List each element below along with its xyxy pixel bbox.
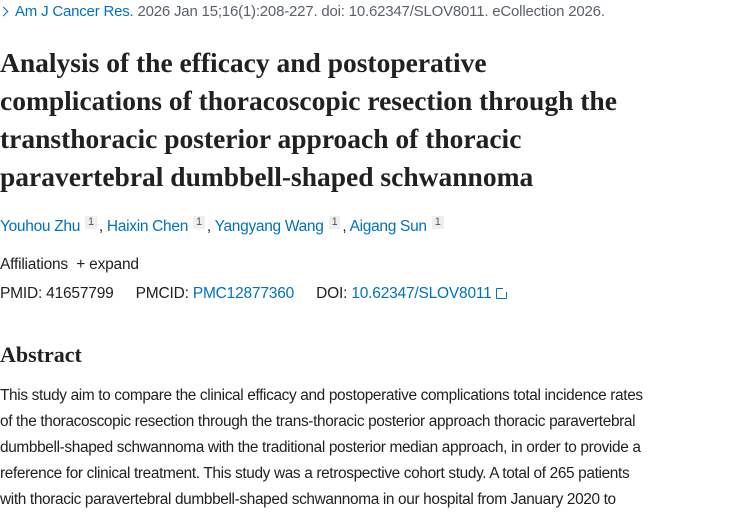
title-line: Analysis of the efficacy and postoperati… bbox=[0, 47, 487, 78]
title-line: complications of thoracoscopic resection… bbox=[0, 85, 617, 116]
title-line: paravertebral dumbbell-shaped schwannoma bbox=[0, 161, 534, 192]
affiliations-label: Affiliations bbox=[0, 256, 68, 273]
author-link[interactable]: Haixin Chen bbox=[106, 218, 189, 235]
abstract-line: This study aim to compare the clinical e… bbox=[0, 387, 643, 404]
affiliation-sup[interactable]: 1 bbox=[431, 216, 444, 229]
affiliation-sup[interactable]: 1 bbox=[193, 216, 205, 229]
author-list: Youhou Zhu 1, Haixin Chen 1, Yangyang Wang… bbox=[0, 216, 446, 236]
journal-link[interactable]: Am J Cancer Res. bbox=[15, 3, 134, 20]
identifiers: PMID: 41657799 PMCID: PMC12877360 DOI: 1… bbox=[0, 285, 508, 303]
abstract-heading: Abstract bbox=[0, 342, 82, 367]
article-title: Analysis of the efficacy and postoperati… bbox=[0, 44, 617, 196]
pmid-value: 41657799 bbox=[46, 285, 114, 302]
pmid-label: PMID: bbox=[0, 285, 43, 302]
author-link[interactable]: Yangyang Wang bbox=[214, 218, 324, 235]
doi-label: DOI: bbox=[316, 285, 348, 302]
abstract-line: of the thoracoscopic resection through t… bbox=[0, 413, 636, 430]
expand-affiliations-button[interactable]: + expand bbox=[76, 256, 139, 273]
affiliation-sup[interactable]: 1 bbox=[328, 216, 341, 229]
abstract-line: dumbbell-shaped schwannoma with the trad… bbox=[0, 439, 641, 456]
external-link-icon[interactable] bbox=[495, 287, 508, 299]
chevron-right-icon[interactable] bbox=[0, 6, 9, 17]
abstract-line: reference for clinical treatment. This s… bbox=[0, 465, 630, 482]
citation: Am J Cancer Res. 2026 Jan 15;16(1):208-2… bbox=[0, 3, 605, 20]
pmcid-link[interactable]: PMC12877360 bbox=[192, 285, 295, 302]
author-link[interactable]: Youhou Zhu bbox=[0, 218, 81, 235]
affiliations: Affiliations + expand bbox=[0, 256, 139, 274]
author-link[interactable]: Aigang Sun bbox=[349, 218, 427, 235]
title-line: transthoracic posterior approach of thor… bbox=[0, 123, 522, 154]
pmcid-label: PMCID: bbox=[135, 285, 189, 302]
doi-link[interactable]: 10.62347/SLOV8011 bbox=[351, 285, 492, 302]
abstract-text: This study aim to compare the clinical e… bbox=[0, 383, 643, 513]
abstract-line: with thoracic paravertebral dumbbell-sha… bbox=[0, 491, 616, 508]
citation-details: 2026 Jan 15;16(1):208-227. doi: 10.62347… bbox=[133, 3, 605, 20]
affiliation-sup[interactable]: 1 bbox=[85, 216, 97, 229]
